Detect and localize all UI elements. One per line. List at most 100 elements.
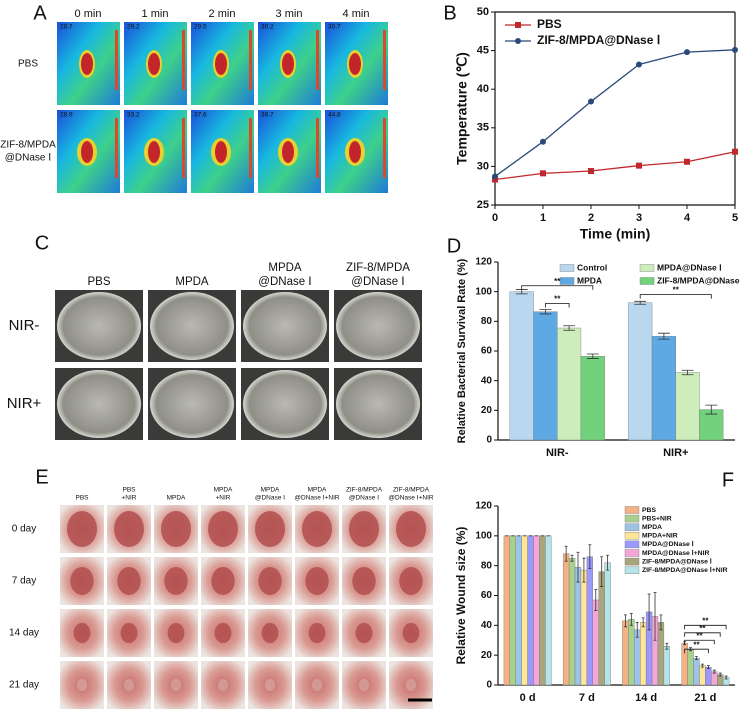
- color-scale: [383, 118, 386, 178]
- wound: [167, 622, 185, 644]
- legend-label: MPDA@DNase Ⅰ+NIR: [642, 549, 709, 557]
- legend-label: ZIF-8/MPDA@DNase Ⅰ+NIR: [642, 566, 728, 574]
- x-tick-label: 0 d: [520, 692, 536, 704]
- hotspot-core: [81, 53, 93, 75]
- error-bar: [564, 545, 568, 562]
- significance-label: **: [554, 295, 561, 304]
- wound: [264, 678, 276, 692]
- x-tick-label: 0: [492, 212, 498, 224]
- y-tick-label: 20: [481, 405, 493, 416]
- hotspot-core: [349, 141, 361, 163]
- bar: [562, 553, 570, 686]
- column-label: @DNase Ⅰ: [351, 276, 404, 288]
- error-bar: [582, 557, 586, 583]
- significance-bracket: [684, 624, 727, 630]
- error-bar: [539, 309, 552, 315]
- temperature-readout: 30.2: [261, 24, 274, 31]
- color-scale: [383, 30, 386, 90]
- significance-label: **: [702, 616, 709, 625]
- temperature-readout: 39.7: [261, 112, 274, 119]
- legend-label: ZIF-8/MPDA@DNase Ⅰ: [642, 557, 712, 565]
- wound: [70, 566, 94, 596]
- column-label: PBS: [122, 487, 136, 494]
- bar: [509, 535, 516, 686]
- legend-label: Control: [577, 262, 607, 272]
- wound: [161, 511, 191, 547]
- temperature-readout: 33.2: [127, 112, 140, 119]
- wound: [217, 678, 229, 692]
- marker: [732, 148, 738, 155]
- y-tick-label: 60: [481, 590, 493, 601]
- error-bar: [647, 593, 651, 631]
- y-axis-title: Relative Wound size (%): [454, 527, 468, 665]
- y-axis-title: Relative Bacterial Survival Rate (%): [456, 258, 468, 443]
- column-label: 1 min: [142, 8, 169, 20]
- legend-label: MPDA+NIR: [642, 533, 678, 540]
- significance-bracket: [639, 294, 712, 299]
- y-tick-label: 120: [475, 501, 492, 512]
- column-label: MPDA: [214, 487, 233, 494]
- legend-swatch: [624, 557, 640, 566]
- bar: [699, 665, 706, 686]
- error-bar: [586, 353, 599, 359]
- wound: [76, 678, 88, 692]
- legend-swatch: [624, 514, 640, 523]
- column-label: MPDA: [167, 495, 186, 502]
- legend-swatch: [624, 523, 640, 531]
- x-tick-label: 1: [540, 212, 546, 224]
- row-label: NIR-: [9, 317, 40, 334]
- x-tick-label: 4: [684, 212, 691, 224]
- bar: [675, 372, 700, 441]
- y-tick-label: 120: [475, 257, 492, 268]
- color-scale: [249, 30, 252, 90]
- petri-dish: [336, 292, 420, 360]
- wound: [114, 511, 144, 547]
- x-tick-label: NIR-: [546, 447, 569, 459]
- y-tick-label: 80: [481, 560, 493, 571]
- column-label: @DNase Ⅰ+NIR: [294, 495, 339, 502]
- panel-letter: B: [443, 2, 456, 24]
- column-label: ZIF-8/MPDA: [393, 487, 430, 494]
- color-scale: [316, 118, 319, 178]
- row-label: 7 day: [12, 576, 36, 587]
- panel-letter: C: [35, 232, 49, 254]
- bar: [515, 535, 522, 686]
- petri-dish: [336, 370, 420, 438]
- significance-label: **: [696, 631, 703, 640]
- color-scale: [182, 30, 185, 90]
- temperature-readout: 29.5: [194, 24, 207, 31]
- wound: [405, 678, 417, 692]
- error-bar: [570, 554, 574, 562]
- bar: [598, 571, 605, 686]
- bar: [687, 649, 694, 686]
- column-label: PBS: [75, 495, 89, 502]
- bar: [663, 646, 671, 686]
- column-label: +NIR: [122, 495, 137, 502]
- legend-swatch: [559, 264, 575, 272]
- bar: [580, 355, 605, 441]
- y-tick-label: 25: [477, 199, 489, 211]
- column-label: 0 min: [75, 8, 102, 20]
- petri-dish: [243, 370, 327, 438]
- y-tick-label: 0: [486, 435, 492, 446]
- column-label: @DNase Ⅰ: [349, 495, 379, 502]
- legend-label: ZIF-8/MPDA@DNase Ⅰ: [657, 275, 740, 285]
- column-label: 2 min: [209, 8, 236, 20]
- bar: [574, 566, 582, 686]
- marker: [684, 49, 690, 56]
- color-scale: [182, 118, 185, 178]
- row-label: 0 day: [12, 524, 36, 535]
- marker: [540, 170, 546, 177]
- error-bar: [606, 554, 610, 571]
- column-label: MPDA: [261, 487, 280, 494]
- bar: [557, 327, 582, 441]
- error-bar: [576, 551, 580, 583]
- legend-label: MPDA: [577, 275, 602, 285]
- y-tick-label: 45: [477, 45, 489, 57]
- significance-bracket: [684, 648, 709, 654]
- column-label: ZIF-8/MPDA: [346, 262, 410, 274]
- error-bar: [629, 613, 633, 626]
- bar: [586, 556, 594, 686]
- wound: [311, 678, 323, 692]
